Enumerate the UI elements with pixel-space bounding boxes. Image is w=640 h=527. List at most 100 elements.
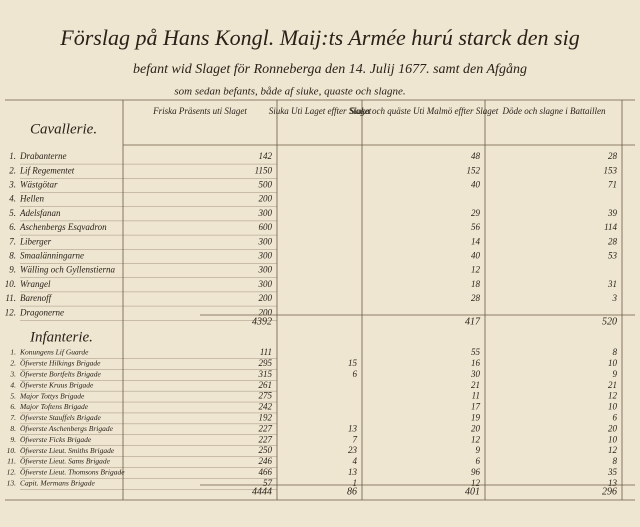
cell-value: 10 bbox=[608, 358, 618, 368]
row-label: Öfwerste Lieut. Sams Brigade bbox=[20, 457, 111, 466]
row-number: 5. bbox=[9, 208, 16, 218]
cell-value: 71 bbox=[608, 179, 617, 189]
row-label: Wästgötar bbox=[20, 179, 58, 189]
cell-value: 13 bbox=[348, 423, 358, 433]
total-value: 4392 bbox=[252, 316, 272, 327]
row-label: Liberger bbox=[19, 236, 52, 246]
cell-value: 227 bbox=[259, 434, 273, 444]
cell-value: 28 bbox=[608, 236, 618, 246]
row-number: 7. bbox=[9, 236, 16, 246]
column-header: Friska Präsents uti Slaget bbox=[152, 106, 247, 116]
row-number: 7. bbox=[10, 413, 16, 422]
cell-value: 20 bbox=[608, 423, 618, 433]
row-number: 4. bbox=[9, 194, 16, 204]
cell-value: 300 bbox=[258, 265, 273, 275]
cell-value: 111 bbox=[260, 347, 272, 357]
row-number: 12. bbox=[7, 468, 17, 477]
cell-value: 466 bbox=[259, 467, 273, 477]
cell-value: 12 bbox=[471, 478, 481, 488]
row-label: Öfwerste Lieut. Smiths Brigade bbox=[20, 446, 115, 455]
cell-value: 39 bbox=[607, 208, 618, 218]
row-label: Drabanterne bbox=[19, 151, 67, 161]
cell-value: 295 bbox=[259, 358, 273, 368]
cell-value: 96 bbox=[471, 467, 481, 477]
cell-value: 246 bbox=[259, 456, 273, 466]
cell-value: 3 bbox=[612, 293, 618, 303]
section-title: Infanterie. bbox=[29, 329, 93, 345]
cell-value: 13 bbox=[348, 467, 358, 477]
cell-value: 4 bbox=[353, 456, 358, 466]
cell-value: 29 bbox=[471, 208, 481, 218]
row-number: 1. bbox=[9, 151, 16, 161]
cell-value: 28 bbox=[608, 151, 618, 161]
cell-value: 1150 bbox=[255, 165, 273, 175]
row-label: Adelsfanan bbox=[19, 208, 61, 218]
total-value: 296 bbox=[602, 486, 617, 497]
cell-value: 300 bbox=[258, 236, 273, 246]
cell-value: 28 bbox=[471, 293, 481, 303]
row-number: 9. bbox=[10, 435, 16, 444]
cell-value: 200 bbox=[259, 194, 273, 204]
cell-value: 261 bbox=[259, 380, 273, 390]
cell-value: 13 bbox=[608, 478, 618, 488]
cell-value: 15 bbox=[348, 358, 358, 368]
cell-value: 12 bbox=[471, 434, 481, 444]
cell-value: 9 bbox=[613, 369, 618, 379]
row-label: Öfwerste Hilkings Brigade bbox=[20, 359, 101, 368]
row-number: 4. bbox=[10, 380, 16, 389]
column-header: Siuka och quäste Uti Malmö effter Slaget bbox=[350, 106, 499, 116]
cell-value: 12 bbox=[608, 391, 618, 401]
cell-value: 20 bbox=[471, 423, 481, 433]
cell-value: 300 bbox=[258, 279, 273, 289]
cell-value: 18 bbox=[471, 279, 481, 289]
total-value: 86 bbox=[347, 486, 357, 497]
cell-value: 192 bbox=[259, 412, 273, 422]
cell-value: 12 bbox=[471, 265, 481, 275]
cell-value: 6 bbox=[613, 412, 618, 422]
title-line-2: befant wid Slaget för Ronneberga den 14.… bbox=[133, 62, 527, 77]
title-line-3: som sedan befants, både af siuke, quaste… bbox=[174, 86, 405, 98]
cell-value: 8 bbox=[613, 456, 618, 466]
cell-value: 31 bbox=[607, 279, 617, 289]
cell-value: 10 bbox=[608, 402, 618, 412]
row-number: 2. bbox=[10, 359, 16, 368]
cell-value: 9 bbox=[476, 445, 481, 455]
title: Förslag på Hans Kongl. Maij:ts Armée hur… bbox=[59, 25, 579, 50]
row-number: 13. bbox=[7, 479, 17, 488]
row-number: 2. bbox=[9, 165, 16, 175]
row-number: 12. bbox=[5, 307, 16, 317]
cell-value: 56 bbox=[471, 222, 481, 232]
cell-value: 152 bbox=[467, 165, 481, 175]
cell-value: 6 bbox=[353, 369, 358, 379]
row-label: Hellen bbox=[19, 194, 44, 204]
cell-value: 12 bbox=[608, 445, 618, 455]
row-label: Öfwerste Stauffels Brigade bbox=[20, 413, 101, 422]
cell-value: 6 bbox=[476, 456, 481, 466]
total-value: 417 bbox=[465, 316, 481, 327]
row-label: Wrangel bbox=[20, 279, 51, 289]
cell-value: 55 bbox=[471, 347, 481, 357]
row-label: Capit. Mermans Brigade bbox=[20, 479, 95, 488]
row-label: Major Toftens Brigade bbox=[19, 402, 89, 411]
cell-value: 35 bbox=[607, 467, 618, 477]
cell-value: 500 bbox=[259, 179, 273, 189]
row-label: Dragonerne bbox=[19, 307, 64, 317]
cell-value: 23 bbox=[348, 445, 358, 455]
row-number: 10. bbox=[7, 446, 17, 455]
row-number: 1. bbox=[10, 348, 16, 357]
cell-value: 114 bbox=[604, 222, 617, 232]
row-number: 6. bbox=[10, 402, 16, 411]
column-header: Siuka Uti Laget effter Slaget bbox=[269, 106, 372, 116]
cell-value: 300 bbox=[258, 250, 273, 260]
row-label: Barenoff bbox=[20, 293, 53, 303]
total-value: 4444 bbox=[252, 486, 272, 497]
cell-value: 250 bbox=[259, 445, 273, 455]
row-label: Smaalänningarne bbox=[20, 250, 84, 260]
row-label: Öfwerste Lieut. Thomsons Brigade bbox=[20, 468, 125, 477]
row-number: 6. bbox=[9, 222, 16, 232]
row-label: Wälling och Gyllenstierna bbox=[20, 265, 115, 275]
cell-value: 11 bbox=[472, 391, 480, 401]
cell-value: 315 bbox=[258, 369, 273, 379]
row-label: Konungens Lif Guarde bbox=[19, 348, 89, 357]
